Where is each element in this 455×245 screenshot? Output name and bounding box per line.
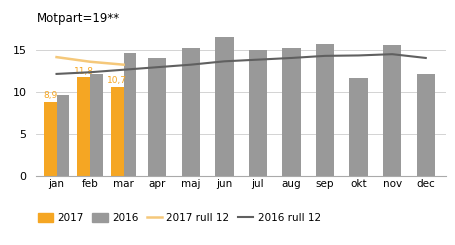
Bar: [182, 48, 200, 176]
Bar: [349, 78, 368, 176]
Bar: [215, 37, 233, 176]
Bar: [416, 74, 435, 176]
Bar: [282, 48, 301, 176]
Bar: [56, 95, 69, 176]
Text: 11,8: 11,8: [74, 67, 94, 76]
Bar: [124, 53, 136, 176]
Text: Motpart=19**: Motpart=19**: [36, 12, 120, 25]
Text: 8,9: 8,9: [43, 91, 57, 100]
Bar: [111, 86, 124, 176]
Bar: [383, 45, 401, 176]
Bar: [316, 44, 334, 176]
Bar: [249, 49, 267, 176]
Bar: [44, 102, 56, 176]
Bar: [148, 58, 167, 176]
Bar: [90, 74, 103, 176]
Legend: 2017, 2016, 2017 rull 12, 2016 rull 12: 2017, 2016, 2017 rull 12, 2016 rull 12: [33, 209, 325, 227]
Bar: [77, 77, 90, 176]
Text: 10,7: 10,7: [107, 76, 127, 85]
